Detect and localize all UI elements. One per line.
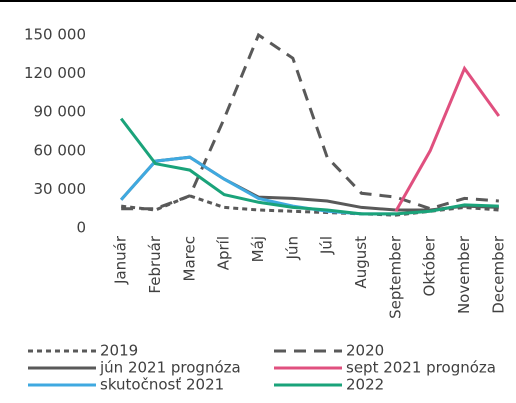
x-tick-label: September <box>386 235 404 319</box>
y-tick-label: 0 <box>76 219 86 237</box>
x-tick-label: August <box>352 236 370 289</box>
series-line <box>121 32 499 211</box>
legend-label: 2019 <box>100 342 138 360</box>
x-tick-label: Júl <box>318 236 336 255</box>
x-tick-label: Apríl <box>215 236 233 270</box>
y-tick-label: 30 000 <box>34 180 87 198</box>
y-tick-label: 60 000 <box>34 141 87 159</box>
x-tick-label: Október <box>421 235 439 296</box>
y-tick-label: 150 000 <box>24 26 86 44</box>
legend-label: jún 2021 prognóza <box>99 359 241 377</box>
y-tick-label: 120 000 <box>24 64 86 82</box>
x-tick-label: November <box>455 235 473 314</box>
series-line <box>394 65 501 213</box>
series-line <box>119 117 499 216</box>
x-tick-label: Február <box>146 235 164 293</box>
x-tick-label: Marec <box>180 236 198 281</box>
legend-label: 2020 <box>346 342 384 360</box>
legend-label: 2022 <box>346 376 384 394</box>
x-tick-label: Január <box>112 235 130 285</box>
legend-label: skutočnosť 2021 <box>100 376 224 394</box>
x-tick-label: December <box>489 235 507 314</box>
x-tick-label: Máj <box>249 236 267 262</box>
y-tick-label: 90 000 <box>34 103 87 121</box>
legend-label: sept 2021 prognóza <box>346 359 496 377</box>
x-tick-label: Jún <box>283 236 301 260</box>
